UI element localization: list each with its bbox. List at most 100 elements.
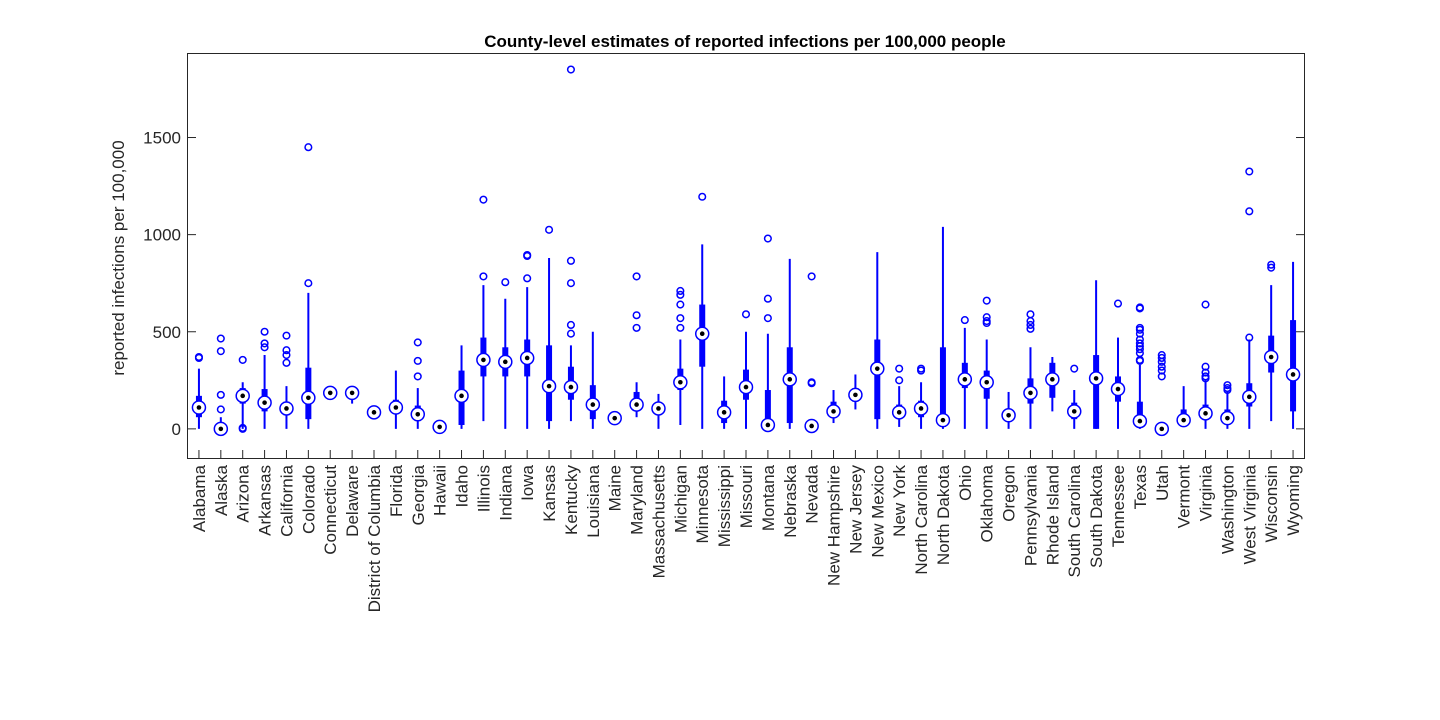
outlier-point [282, 331, 291, 340]
box-maryland: Maryland [628, 272, 647, 535]
outlier-point [698, 192, 707, 201]
outlier-point [1026, 320, 1035, 330]
x-tick-label: Alabama [190, 464, 209, 532]
box-wisconsin: Wisconsin [1262, 260, 1281, 542]
outlier-point [1157, 372, 1166, 381]
outlier-point [1070, 364, 1079, 373]
y-tick-label: 1000 [143, 226, 181, 245]
y-axis-label: reported infections per 100,000 [109, 140, 128, 375]
x-tick-label: Delaware [343, 465, 362, 537]
outlier-point [1157, 351, 1166, 360]
chart-title: County-level estimates of reported infec… [484, 32, 1006, 51]
x-tick-label: Maine [606, 465, 625, 511]
x-tick-label: Virginia [1197, 464, 1216, 521]
outlier-point [194, 352, 203, 362]
median-dot [984, 379, 990, 385]
outlier-point [479, 195, 488, 204]
box-new-york: New York [890, 364, 909, 537]
outlier-point [566, 279, 575, 288]
x-tick-label: Oregon [1000, 465, 1019, 522]
outlier-point [566, 329, 575, 338]
median-dot [1115, 386, 1121, 392]
x-tick-label: Arkansas [256, 465, 275, 536]
box-rhode-island: Rhode Island [1043, 357, 1062, 565]
x-tick-label: Utah [1153, 465, 1172, 501]
x-tick-label: Wyoming [1284, 465, 1303, 536]
x-tick-label: West Virginia [1240, 464, 1259, 564]
outlier-point [282, 351, 291, 360]
box-michigan: Michigan [671, 286, 690, 533]
outlier-point [676, 286, 685, 296]
median-dot [634, 402, 639, 407]
median-dot [831, 409, 836, 414]
box-georgia: Georgia [409, 338, 428, 525]
x-tick-label: Colorado [299, 465, 318, 534]
box-oklahoma: Oklahoma [978, 296, 997, 542]
median-dot [481, 357, 486, 363]
x-tick-label: Kansas [540, 465, 559, 522]
outlier-point [1135, 329, 1144, 338]
median-dot [306, 395, 311, 401]
median-dot [415, 411, 421, 417]
median-dot [765, 422, 771, 428]
x-tick-label: Arizona [234, 464, 253, 522]
median-dot [874, 366, 880, 371]
iqr-box [874, 339, 881, 420]
outlier-point [676, 290, 685, 299]
outlier-point [895, 376, 904, 385]
box-colorado: Colorado [299, 143, 318, 534]
box-wyoming: Wyoming [1284, 261, 1303, 536]
box-alabama: Alabama [190, 352, 209, 532]
median-dot [962, 377, 968, 382]
outlier-point [260, 343, 269, 352]
outlier-point [501, 278, 510, 287]
x-tick-label: Missouri [737, 465, 756, 528]
box-massachusetts: Massachusetts [649, 393, 668, 578]
median-dot [240, 393, 246, 399]
box-south-dakota: South Dakota [1087, 280, 1106, 568]
median-dot [896, 410, 902, 415]
median-dot [853, 392, 858, 398]
box-south-carolina: South Carolina [1065, 364, 1084, 577]
outlier-point [1157, 353, 1166, 363]
box-kansas: Kansas [540, 225, 559, 522]
x-tick-label: Iowa [518, 464, 537, 500]
outlier-point [807, 272, 816, 281]
box-washington: Washington [1218, 381, 1237, 554]
outlier-point [1135, 323, 1144, 332]
outlier-point [238, 355, 247, 364]
outlier-point [413, 372, 422, 381]
median-dot [1203, 411, 1208, 416]
median-dot [1181, 417, 1186, 423]
box-district-of-columbia: District of Columbia [365, 405, 384, 612]
x-tick-label: California [277, 464, 296, 536]
x-tick-label: Florida [387, 464, 406, 517]
outlier-point [1026, 324, 1035, 333]
outlier-point [1223, 384, 1232, 393]
box-iowa: Iowa [518, 250, 537, 501]
outlier-point [260, 327, 269, 336]
iqr-box [764, 390, 771, 427]
box-missouri: Missouri [737, 310, 756, 528]
x-tick-label: New Jersey [846, 465, 865, 554]
outlier-point [216, 390, 225, 399]
box-north-carolina: North Carolina [912, 364, 931, 575]
median-dot [1290, 372, 1296, 377]
outlier-point [1267, 260, 1276, 269]
outlier-point [982, 313, 991, 322]
outlier-point [1267, 263, 1276, 272]
x-tick-label: Maryland [628, 465, 647, 535]
median-dot [568, 384, 574, 390]
median-dot [284, 406, 289, 411]
box-indiana: Indiana [496, 278, 515, 521]
outlier-point [282, 358, 291, 367]
box-maine: Maine [606, 410, 625, 511]
outlier-point [960, 316, 969, 325]
outlier-point [413, 338, 422, 347]
outlier-point [1201, 368, 1210, 377]
outlier-point [566, 256, 575, 265]
median-dot [809, 423, 814, 429]
x-tick-label: South Dakota [1087, 464, 1106, 568]
x-tick-label: New York [890, 465, 909, 537]
